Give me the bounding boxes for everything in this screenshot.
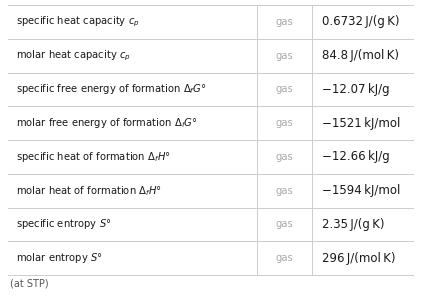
Text: 0.6732 J/(g K): 0.6732 J/(g K) <box>322 15 399 29</box>
Text: 2.35 J/(g K): 2.35 J/(g K) <box>322 218 384 231</box>
Text: −12.66 kJ/g: −12.66 kJ/g <box>322 150 389 163</box>
Text: gas: gas <box>275 118 293 128</box>
Text: −1521 kJ/mol: −1521 kJ/mol <box>322 117 400 129</box>
Text: molar entropy $S°$: molar entropy $S°$ <box>16 251 103 265</box>
Text: gas: gas <box>275 219 293 229</box>
Text: molar free energy of formation $\Delta_f G°$: molar free energy of formation $\Delta_f… <box>16 116 198 130</box>
Text: specific entropy $S°$: specific entropy $S°$ <box>16 217 112 231</box>
Text: gas: gas <box>275 84 293 94</box>
Text: gas: gas <box>275 253 293 263</box>
Text: (at STP): (at STP) <box>10 279 48 289</box>
Text: 84.8 J/(mol K): 84.8 J/(mol K) <box>322 49 399 62</box>
Text: gas: gas <box>275 186 293 196</box>
Text: −1594 kJ/mol: −1594 kJ/mol <box>322 184 400 197</box>
Text: gas: gas <box>275 152 293 162</box>
Text: molar heat capacity $c_p$: molar heat capacity $c_p$ <box>16 48 131 63</box>
Text: gas: gas <box>275 50 293 61</box>
Text: molar heat of formation $\Delta_f H°$: molar heat of formation $\Delta_f H°$ <box>16 184 162 198</box>
Text: −12.07 kJ/g: −12.07 kJ/g <box>322 83 389 96</box>
Text: specific heat of formation $\Delta_f H°$: specific heat of formation $\Delta_f H°$ <box>16 150 171 164</box>
Text: specific heat capacity $c_p$: specific heat capacity $c_p$ <box>16 15 140 29</box>
Text: gas: gas <box>275 17 293 27</box>
Text: 296 J/(mol K): 296 J/(mol K) <box>322 252 395 265</box>
Text: specific free energy of formation $\Delta_f G°$: specific free energy of formation $\Delt… <box>16 82 207 96</box>
